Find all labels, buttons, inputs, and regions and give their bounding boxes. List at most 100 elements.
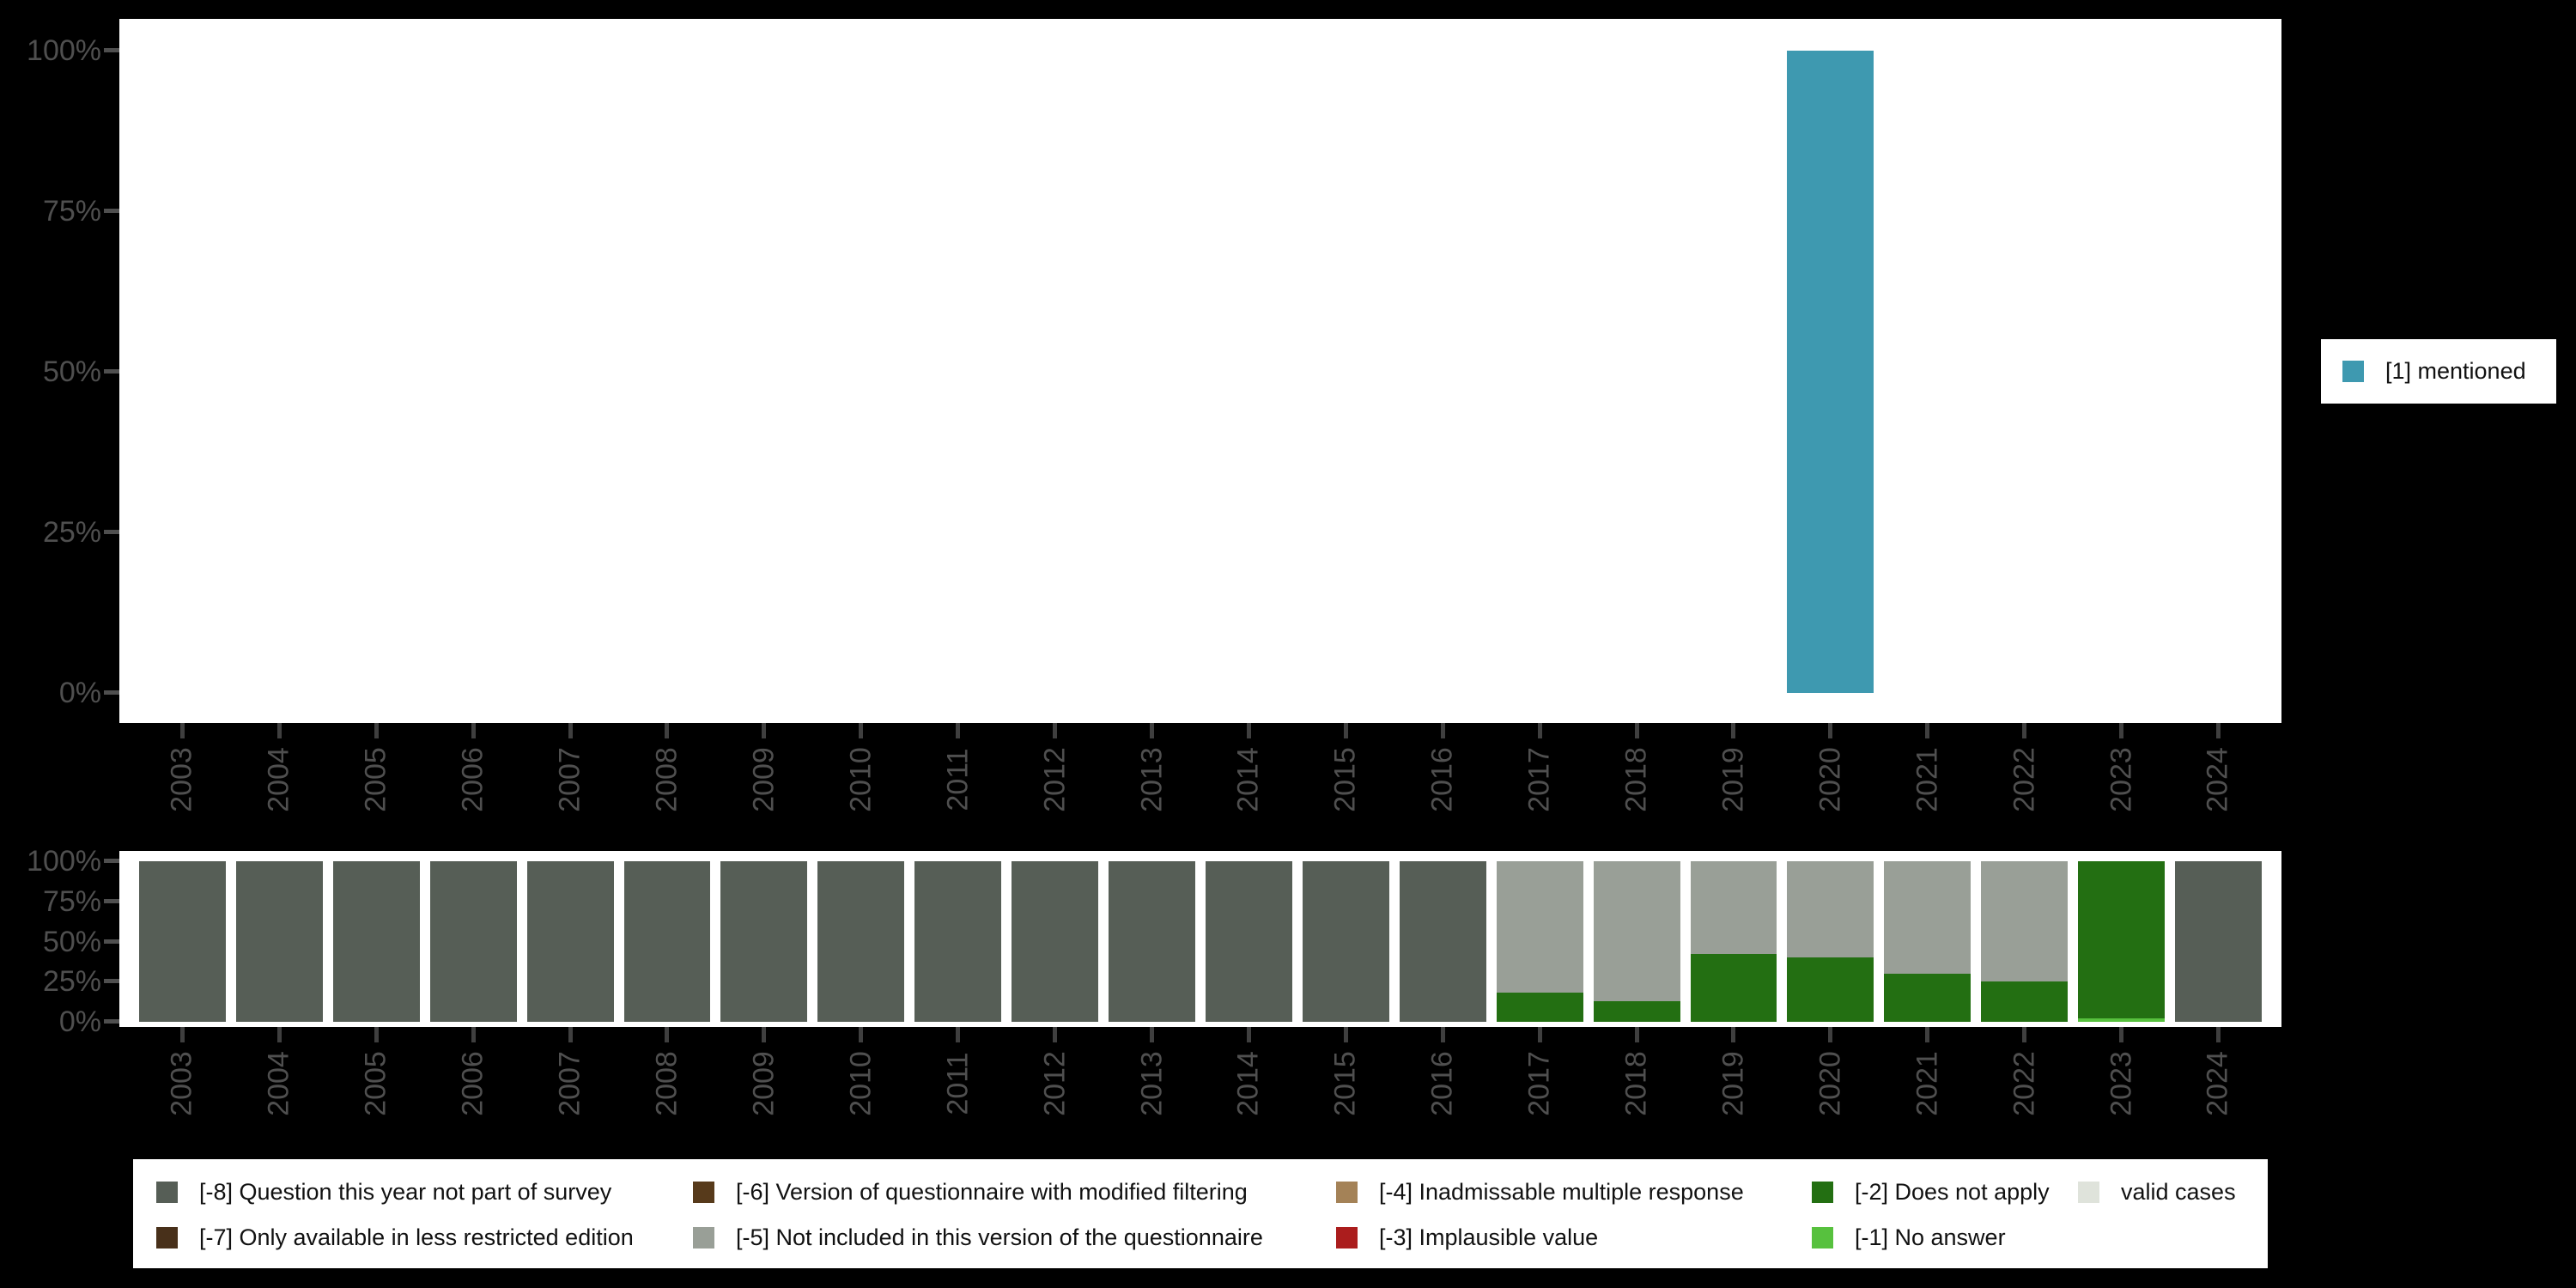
y-axis-tick-mark — [104, 1019, 119, 1024]
year-tick-label: 2014 — [1231, 1051, 1265, 1116]
x-axis-tick-mark — [568, 1027, 573, 1042]
bottom-chart-x-labels: 2003 2004 2005 2006 2007 2008 2009 2010 2011 2012… — [134, 1042, 2267, 1125]
legend-swatch-icon — [156, 1226, 178, 1249]
x-axis-label-2004: 2004 — [231, 1042, 328, 1125]
x-axis-label-2010: 2010 — [812, 1042, 909, 1125]
bar-group-2019 — [1686, 51, 1783, 693]
year-tick-label: 2010 — [844, 747, 878, 812]
x-axis-tick — [1394, 1027, 1492, 1042]
x-axis-label-2008: 2008 — [619, 738, 716, 821]
x-axis-tick-mark — [374, 723, 379, 738]
x-axis-tick-mark — [374, 1027, 379, 1042]
bar-group-2011 — [909, 51, 1006, 693]
bar-segment — [817, 861, 905, 1022]
x-axis-tick-mark — [956, 723, 961, 738]
year-tick-label: 2024 — [2201, 747, 2234, 812]
bar-group-2005 — [328, 861, 425, 1022]
x-axis-label-2011: 2011 — [909, 1042, 1006, 1125]
bar-group-2024 — [2170, 861, 2267, 1022]
x-axis-tick — [619, 1027, 716, 1042]
bar-segment — [332, 861, 420, 1022]
x-axis-label-2016: 2016 — [1394, 738, 1492, 821]
x-axis-tick-mark — [1537, 1027, 1542, 1042]
top-chart-plot-area — [119, 19, 2281, 723]
x-axis-tick — [1103, 1027, 1200, 1042]
x-axis-tick — [2170, 1027, 2267, 1042]
x-axis-label-2009: 2009 — [715, 1042, 812, 1125]
x-axis-label-2013: 2013 — [1103, 738, 1200, 821]
x-axis-tick — [1976, 1027, 2073, 1042]
x-axis-label-2018: 2018 — [1589, 738, 1686, 821]
legend-swatch-icon — [693, 1181, 714, 1203]
x-axis-tick-mark — [2022, 1027, 2027, 1042]
year-tick-label: 2021 — [1911, 1051, 1944, 1116]
legend-item: [-4] Inadmissable multiple response — [1336, 1176, 1744, 1207]
x-axis-label-2021: 2021 — [1879, 738, 1976, 821]
x-axis-tick — [715, 723, 812, 738]
bar-group-2010 — [812, 51, 909, 693]
year-tick-label: 2022 — [2008, 747, 2041, 812]
bar-group-2016 — [1394, 51, 1492, 693]
legend-item-label: [-4] Inadmissable multiple response — [1379, 1178, 1744, 1205]
bar-group-2003 — [134, 861, 231, 1022]
bar-segment — [1884, 861, 1971, 974]
legend-item: [-2] Does not apply — [1812, 1176, 2050, 1207]
year-tick-label: 2019 — [1716, 747, 1750, 812]
bar-segment — [1496, 861, 1583, 993]
bar-group-2023 — [2073, 51, 2170, 693]
x-axis-tick — [715, 1027, 812, 1042]
year-tick-label: 2023 — [2105, 747, 2138, 812]
x-axis-label-2016: 2016 — [1394, 1042, 1492, 1125]
x-axis-tick — [1492, 723, 1589, 738]
x-axis-tick — [1879, 1027, 1976, 1042]
legend-item-label: [-1] No answer — [1855, 1224, 2006, 1250]
x-axis-label-2023: 2023 — [2073, 738, 2170, 821]
x-axis-tick — [1297, 723, 1394, 738]
bar-group-2016 — [1394, 861, 1492, 1022]
x-axis-label-2019: 2019 — [1686, 1042, 1783, 1125]
x-axis-label-2007: 2007 — [522, 738, 619, 821]
top-chart-x-labels: 2003 2004 2005 2006 2007 2008 2009 2010 2011 2012… — [134, 738, 2267, 821]
bar-segment — [1690, 861, 1777, 955]
bar-segment — [1205, 861, 1292, 1022]
x-axis-tick — [1589, 723, 1686, 738]
x-axis-label-2017: 2017 — [1492, 738, 1589, 821]
y-axis-tick-label: 75% — [42, 195, 101, 228]
legend-item: [-3] Implausible value — [1336, 1222, 1598, 1253]
year-tick-label: 2012 — [1038, 747, 1072, 812]
y-axis-tick-label: 75% — [42, 884, 101, 918]
y-axis-tick-label: 25% — [42, 965, 101, 999]
bar-segment — [1884, 973, 1971, 1022]
year-tick-label: 2004 — [262, 747, 295, 812]
x-axis-tick — [909, 1027, 1006, 1042]
year-tick-label: 2003 — [165, 747, 198, 812]
bar-group-2014 — [1200, 51, 1297, 693]
y-axis-tick-mark — [104, 690, 119, 695]
x-axis-tick-mark — [1440, 1027, 1445, 1042]
y-axis-tick-mark — [104, 209, 119, 213]
year-tick-label: 2005 — [359, 747, 392, 812]
legend-item: [-5] Not included in this version of the… — [693, 1222, 1263, 1253]
year-tick-label: 2008 — [650, 747, 683, 812]
x-axis-label-2022: 2022 — [1976, 1042, 2073, 1125]
x-axis-tick-mark — [2215, 723, 2221, 738]
x-axis-tick — [1782, 1027, 1879, 1042]
bar-group-2022 — [1976, 861, 2073, 1022]
x-axis-tick — [1686, 723, 1783, 738]
x-axis-tick — [909, 723, 1006, 738]
mentioned-legend-label: [1] mentioned — [2385, 358, 2526, 384]
x-axis-tick — [231, 723, 328, 738]
year-tick-label: 2011 — [941, 748, 975, 811]
legend-item-label: [-5] Not included in this version of the… — [736, 1224, 1263, 1250]
x-axis-tick — [812, 1027, 909, 1042]
bar-group-2021 — [1879, 861, 1976, 1022]
y-axis-tick-mark — [104, 530, 119, 534]
bar-segment — [1690, 954, 1777, 1022]
legend-swatch-icon — [2078, 1181, 2099, 1203]
year-tick-label: 2024 — [2201, 1051, 2234, 1116]
x-axis-tick — [1297, 1027, 1394, 1042]
bar-segment — [623, 861, 711, 1022]
year-tick-label: 2005 — [359, 1051, 392, 1116]
x-axis-tick-mark — [1828, 1027, 1833, 1042]
x-axis-tick — [2073, 723, 2170, 738]
